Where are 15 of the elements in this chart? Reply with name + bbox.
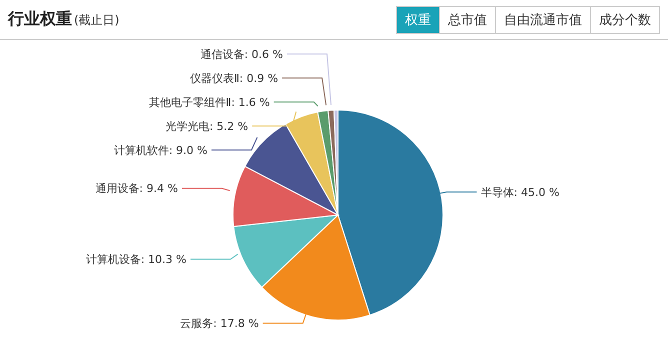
slice-label: 半导体: 45.0 % [480, 186, 560, 199]
slice-label: 仪器仪表Ⅱ: 0.9 % [190, 72, 278, 85]
text: 成分个数 [590, 6, 660, 34]
slice-label: 通用设备: 9.4 % [95, 182, 178, 196]
text: 自由流通市值 [495, 6, 591, 34]
slice-label: 通信设备: 0.6 % [200, 48, 284, 61]
slice-label: 计算机软件: 9.0 % [114, 144, 208, 157]
slice-label: 其他电子零组件Ⅱ: 1.6 % [148, 96, 270, 109]
slice-label: 计算机设备: 10.3 % [86, 253, 186, 266]
text: 总市值 [439, 6, 496, 34]
slice-label: 云服务: 17.8 % [180, 317, 259, 330]
chart-subtitle: (截止日) [74, 13, 120, 27]
text: 权重 [396, 6, 440, 34]
chart-title: 行业权重 [8, 9, 72, 28]
slice-label: 光学光电: 5.2 % [165, 120, 248, 133]
